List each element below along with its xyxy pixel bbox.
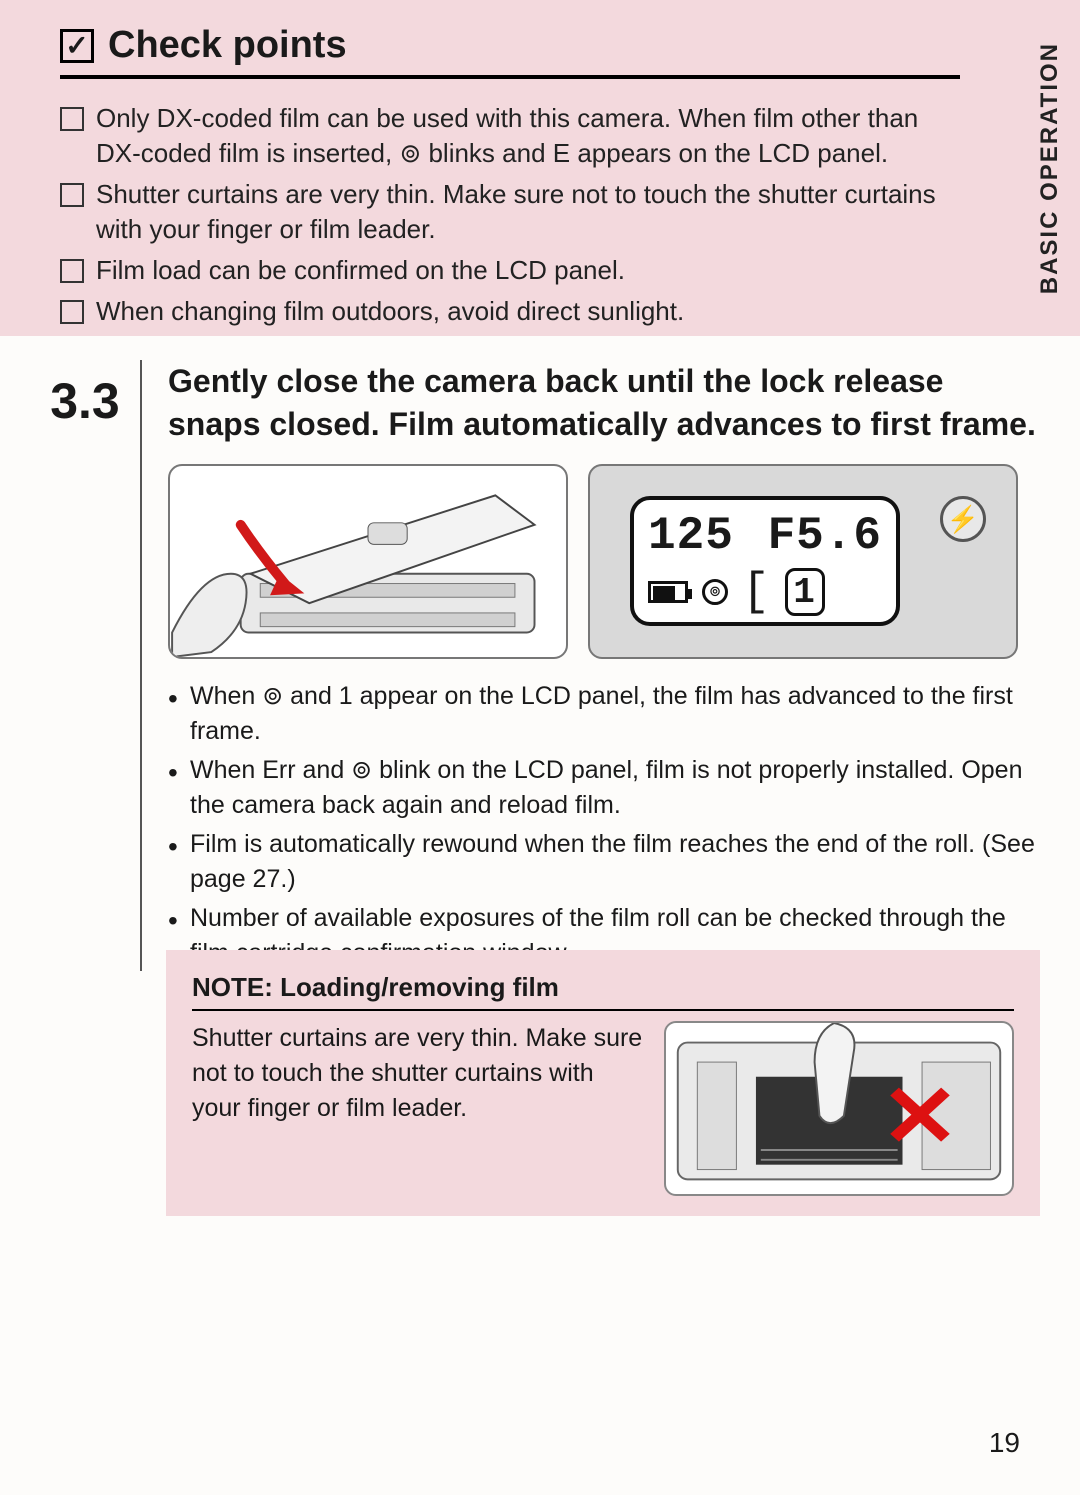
check-points-list: Only DX-coded film can be used with this…	[60, 101, 960, 330]
note-text: Shutter curtains are very thin. Make sur…	[192, 1021, 644, 1196]
lcd-frame-counter: 1	[785, 568, 825, 616]
section-tab-label: BASIC OPERATION	[1036, 42, 1064, 294]
note-svg	[666, 1023, 1012, 1194]
check-points-title: Check points	[108, 24, 347, 67]
step-bullets: When ⊚ and 1 appear on the LCD panel, th…	[168, 679, 1040, 971]
lcd-shutter: 125	[648, 510, 734, 562]
check-item: When changing film outdoors, avoid direc…	[60, 294, 960, 329]
lcd-aperture: F5.6	[768, 510, 882, 562]
note-box: NOTE: Loading/removing film Shutter curt…	[166, 950, 1040, 1216]
step-body: Gently close the camera back until the l…	[140, 360, 1040, 971]
cartridge-icon: ⊚	[702, 579, 728, 605]
checkbox-icon: ✓	[60, 29, 94, 63]
check-points-box: ✓ Check points Only DX-coded film can be…	[0, 0, 1020, 336]
illustration-close-back	[168, 464, 568, 659]
bullet-item: When Err and ⊚ blink on the LCD panel, f…	[168, 753, 1040, 823]
step-3-3: 3.3 Gently close the camera back until t…	[40, 360, 1040, 975]
illustration-row: 125 F5.6 ⊚ [ 1 ⚡	[168, 464, 1040, 659]
note-title: NOTE: Loading/removing film	[192, 972, 1014, 1011]
lcd-bracket: [	[742, 566, 771, 618]
check-points-header: ✓ Check points	[60, 24, 960, 79]
check-item: Film load can be confirmed on the LCD pa…	[60, 253, 960, 288]
flash-button-icon: ⚡	[940, 496, 986, 542]
note-illustration: ✕	[664, 1021, 1014, 1196]
section-tab: BASIC OPERATION	[1020, 0, 1080, 336]
red-x-icon: ✕	[880, 1067, 959, 1167]
check-item: Shutter curtains are very thin. Make sur…	[60, 177, 960, 247]
lcd-panel: 125 F5.6 ⊚ [ 1	[630, 496, 900, 626]
check-item: Only DX-coded film can be used with this…	[60, 101, 960, 171]
bullet-item: Film is automatically rewound when the f…	[168, 827, 1040, 897]
step-heading: Gently close the camera back until the l…	[168, 360, 1040, 446]
bullet-item: When ⊚ and 1 appear on the LCD panel, th…	[168, 679, 1040, 749]
step-number: 3.3	[40, 372, 130, 430]
camera-back-svg	[170, 466, 566, 657]
battery-icon	[648, 581, 688, 603]
illustration-lcd: 125 F5.6 ⊚ [ 1 ⚡	[588, 464, 1018, 659]
page-number: 19	[989, 1427, 1020, 1459]
